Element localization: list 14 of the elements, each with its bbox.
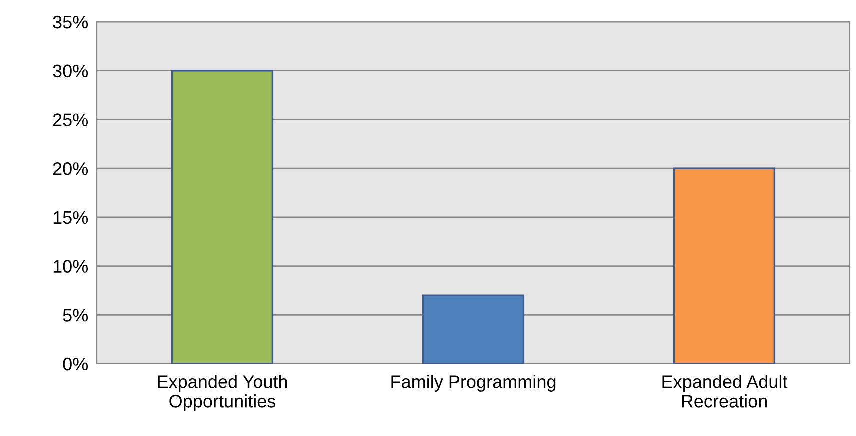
y-tick-label: 0%: [63, 358, 88, 371]
x-tick-label: Family Programming: [392, 375, 556, 392]
y-tick-label: 20%: [53, 162, 88, 176]
y-tick-label: 5%: [63, 309, 88, 322]
y-tick-label: 35%: [53, 16, 88, 29]
y-tick-label: 25%: [53, 114, 88, 126]
bar: [171, 70, 274, 364]
bar: [422, 294, 525, 364]
x-tick-label: Expanded Adult Recreation: [662, 375, 788, 408]
y-tick-label: 15%: [54, 211, 88, 224]
y-tick-label: 30%: [53, 64, 88, 78]
bar: [673, 168, 776, 364]
y-tick-label: 10%: [54, 260, 88, 274]
x-tick-label: Expanded Youth Opportunities: [158, 375, 288, 412]
